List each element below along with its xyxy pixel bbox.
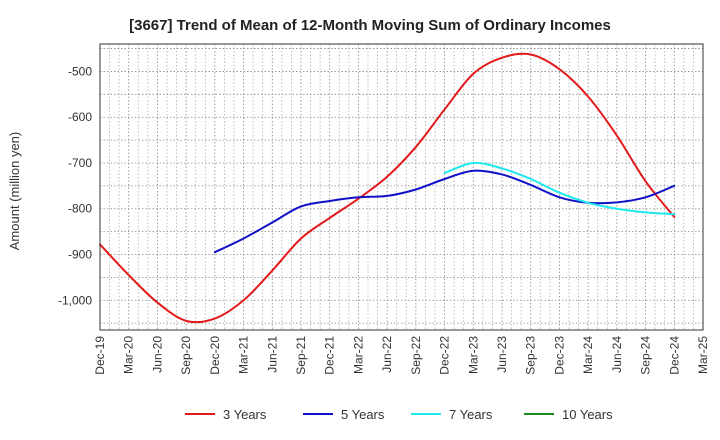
y-tick-label: -1,000: [58, 293, 92, 307]
legend-label: 10 Years: [562, 407, 613, 422]
y-tick-label: -800: [68, 202, 92, 216]
x-tick-labels: Dec-19 Mar-20 Jun-20 Sep-20 Dec-20 Mar-21 Jun-…: [93, 336, 710, 375]
x-tick-label: Sep-24: [639, 336, 653, 375]
y-tick-label: -700: [68, 156, 92, 170]
x-tick-label: Jun-24: [610, 336, 624, 373]
y-tick-label: -500: [68, 64, 92, 78]
x-tick-label: Sep-21: [294, 336, 308, 375]
legend-item-7-years: 7 Years: [411, 407, 493, 422]
x-tick-label: Dec-21: [323, 336, 337, 375]
x-tick-label: Jun-22: [380, 336, 394, 373]
legend-label: 7 Years: [449, 407, 493, 422]
legend-item-3-years: 3 Years: [185, 407, 267, 422]
x-tick-label: Mar-24: [581, 336, 595, 374]
plot-area: [100, 44, 703, 330]
legend-item-5-years: 5 Years: [303, 407, 385, 422]
series-line-5-years: [213, 169, 676, 254]
x-tick-label: Mar-23: [466, 336, 480, 374]
legend-label: 5 Years: [341, 407, 385, 422]
x-tick-label: Mar-20: [122, 336, 136, 374]
y-axis-title: Amount (million yen): [7, 132, 22, 251]
y-tick-label: -900: [68, 247, 92, 261]
x-tick-label: Dec-19: [93, 336, 107, 375]
x-tick-label: Dec-24: [667, 336, 681, 375]
legend: 3 Years 5 Years 7 Years 10 Years: [185, 407, 613, 422]
x-tick-label: Dec-20: [208, 336, 222, 375]
x-tick-label: Mar-25: [696, 336, 710, 374]
x-tick-label: Mar-21: [237, 336, 251, 374]
x-tick-label: Jun-21: [265, 336, 279, 373]
gridlines: [99, 44, 704, 330]
chart-title: [3667] Trend of Mean of 12-Month Moving …: [129, 17, 611, 34]
x-tick-label: Jun-23: [495, 336, 509, 373]
x-tick-label: Sep-20: [179, 336, 193, 375]
x-tick-label: Sep-22: [409, 336, 423, 375]
y-tick-label: -600: [68, 110, 92, 124]
x-tick-label: Jun-20: [150, 336, 164, 373]
plot-frame: [99, 43, 704, 331]
series-lines: [99, 52, 676, 324]
x-tick-label: Dec-22: [438, 336, 452, 375]
x-tick-label: Mar-22: [351, 336, 365, 374]
legend-item-10-years: 10 Years: [524, 407, 613, 422]
x-tick-label: Dec-23: [552, 336, 566, 375]
series-line-7-years: [443, 161, 676, 216]
series-line-3-years: [99, 52, 676, 324]
x-tick-label: Sep-23: [524, 336, 538, 375]
legend-label: 3 Years: [223, 407, 267, 422]
y-tick-labels: -500 -600 -700 -800 -900 -1,000: [58, 64, 92, 307]
